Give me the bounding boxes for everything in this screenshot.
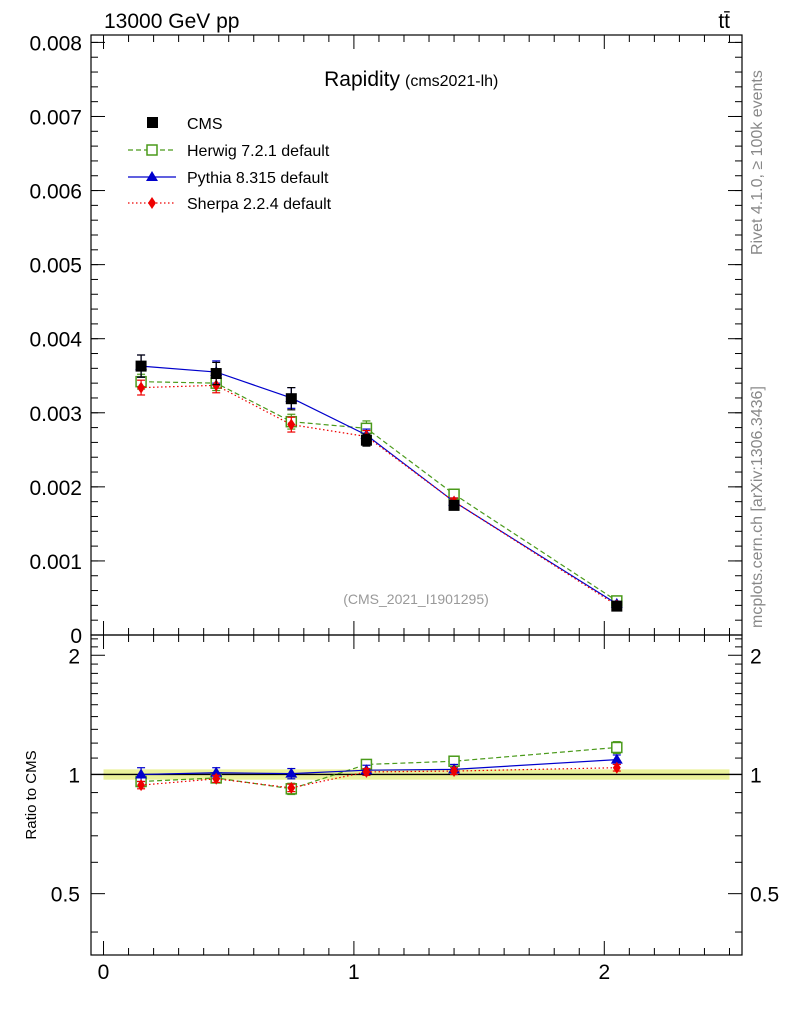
ratio-y-tick-label-right: 1 bbox=[750, 764, 762, 787]
x-tick-label: 2 bbox=[598, 961, 610, 984]
main-y-tick-label: 0.004 bbox=[29, 329, 82, 352]
main-y-tick-label: 0.001 bbox=[29, 551, 82, 574]
main-data-point bbox=[212, 379, 221, 392]
legend-label-sherpa: Sherpa 2.2.4 default bbox=[187, 196, 332, 213]
main-data-point bbox=[210, 368, 222, 380]
main-y-tick-label: 0.006 bbox=[29, 181, 82, 204]
main-series-3 bbox=[137, 377, 621, 612]
ratio-series-line-1 bbox=[141, 759, 617, 776]
chart-title: Rapidity bbox=[324, 68, 400, 91]
mcplots-label: mcplots.cern.ch [arXiv:1306.3436] bbox=[749, 386, 766, 628]
ratio-series-line-0 bbox=[141, 746, 617, 790]
main-series-line-3 bbox=[141, 384, 618, 606]
analysis-watermark: (CMS_2021_I1901295) bbox=[343, 591, 489, 607]
ratio-data-point bbox=[611, 741, 623, 754]
process-label: tt̄ bbox=[718, 10, 730, 33]
ratio-axis-label: Ratio to CMS bbox=[23, 750, 40, 839]
legend-marker-sherpa bbox=[148, 197, 156, 209]
legend-entry-herwig: Herwig 7.2.1 default bbox=[128, 143, 330, 160]
main-y-tick-label: 0.007 bbox=[29, 106, 82, 129]
chart-subtitle: (cms2021-lh) bbox=[405, 73, 498, 90]
ratio-y-tick-label-right: 2 bbox=[750, 645, 762, 668]
x-tick-label: 1 bbox=[348, 961, 360, 984]
main-y-tick-label: 0.002 bbox=[29, 477, 82, 500]
main-y-tick-label: 0.008 bbox=[29, 32, 82, 55]
main-y-tick-label: 0 bbox=[70, 625, 82, 648]
ratio-data-point bbox=[287, 781, 296, 794]
ratio-data-point bbox=[137, 779, 146, 792]
ratio-y-tick-label: 2 bbox=[68, 645, 80, 668]
ratio-data-point bbox=[212, 772, 221, 785]
main-y-tick-label: 0.005 bbox=[29, 255, 82, 278]
main-y-tick-label: 0.003 bbox=[29, 403, 82, 426]
legend-label-herwig: Herwig 7.2.1 default bbox=[187, 143, 330, 160]
ratio-y-tick-label: 1 bbox=[68, 764, 80, 787]
legend: CMS Herwig 7.2.1 default Pythia 8.315 de… bbox=[128, 116, 332, 213]
ratio-series-0 bbox=[135, 741, 623, 796]
main-data-point bbox=[285, 393, 297, 405]
ratio-y-tick-label-right: 0.5 bbox=[750, 884, 779, 907]
ratio-data-point bbox=[450, 765, 459, 778]
main-series-0 bbox=[135, 354, 623, 612]
legend-marker-cms bbox=[147, 117, 158, 128]
ratio-data-point bbox=[135, 768, 148, 779]
legend-entry-cms: CMS bbox=[147, 116, 223, 133]
main-series-1 bbox=[135, 373, 623, 607]
main-data-point bbox=[611, 600, 623, 612]
energy-label: 13000 GeV pp bbox=[104, 10, 239, 33]
ratio-panel: Ratio to CMS 0.5 0.5 1 1 2 2 0 1 2 bbox=[23, 634, 779, 984]
main-series-line-1 bbox=[141, 381, 618, 602]
rivet-version-label: Rivet 4.1.0, ≥ 100k events bbox=[749, 70, 766, 255]
legend-label-cms: CMS bbox=[187, 116, 223, 133]
main-data-point bbox=[137, 381, 146, 394]
main-series-line-2 bbox=[141, 365, 618, 605]
ratio-y-tick-label: 0.5 bbox=[51, 884, 80, 907]
main-data-point bbox=[360, 434, 372, 446]
legend-entry-pythia: Pythia 8.315 default bbox=[128, 170, 329, 187]
ratio-frame bbox=[90, 634, 743, 956]
legend-marker-pythia bbox=[146, 171, 158, 181]
ratio-data-point bbox=[362, 765, 371, 778]
legend-entry-sherpa: Sherpa 2.2.4 default bbox=[128, 196, 332, 213]
ratio-series-2 bbox=[137, 761, 621, 794]
main-panel: Rapidity (cms2021-lh) (CMS_2021_I1901295… bbox=[29, 32, 743, 648]
main-data-point bbox=[287, 418, 296, 431]
ratio-series-line-2 bbox=[141, 767, 617, 789]
ratio-data-point bbox=[612, 761, 621, 774]
x-tick-label: 0 bbox=[98, 961, 110, 984]
ratio-data-point bbox=[210, 766, 223, 777]
ratio-data-point bbox=[285, 767, 298, 778]
main-data-point bbox=[448, 499, 460, 511]
main-series-2 bbox=[135, 354, 623, 608]
main-data-point bbox=[135, 360, 147, 372]
legend-marker-herwig bbox=[146, 144, 158, 156]
legend-label-pythia: Pythia 8.315 default bbox=[187, 170, 329, 187]
ratio-data-point bbox=[610, 753, 623, 764]
